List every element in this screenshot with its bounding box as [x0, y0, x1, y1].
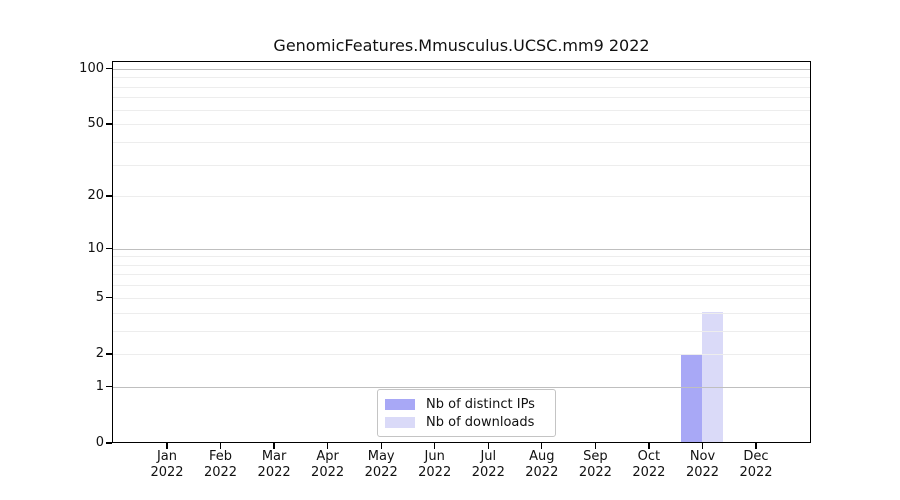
x-tick-mark-jun-2022	[434, 443, 436, 449]
y-tick-mark-100	[105, 68, 112, 70]
gridline-y-60	[112, 109, 811, 111]
y-tick-mark-2	[105, 353, 112, 355]
legend-item-distinct-ips: Nb of distinct IPs	[378, 395, 555, 413]
gridline-y-2	[112, 353, 811, 355]
gridline-y-10	[112, 248, 811, 250]
x-tick-mark-jan-2022	[166, 443, 168, 449]
gridline-y-5	[112, 297, 811, 299]
bar-nb-of-distinct-ips-nov-2022	[681, 353, 703, 443]
gridline-y-20	[112, 196, 811, 198]
gridline-y-80	[112, 86, 811, 88]
x-tick-label-may-2022: May 2022	[364, 449, 398, 480]
gridline-y-40	[112, 141, 811, 143]
legend-label-distinct-ips: Nb of distinct IPs	[426, 396, 535, 412]
gridline-y-70	[112, 97, 811, 99]
gridline-y-100	[112, 68, 811, 70]
gridline-y-90	[112, 77, 811, 79]
gridline-y-9	[112, 256, 811, 258]
x-tick-label-aug-2022: Aug 2022	[525, 449, 559, 480]
y-tick-label-20: 20	[87, 188, 104, 204]
y-tick-mark-5	[105, 297, 112, 299]
x-tick-mark-nov-2022	[701, 443, 704, 449]
x-tick-mark-jul-2022	[487, 443, 489, 449]
plot-area	[112, 61, 811, 443]
x-tick-label-nov-2022: Nov 2022	[685, 449, 720, 480]
legend-label-downloads: Nb of downloads	[426, 414, 535, 430]
gridline-y-50	[112, 124, 811, 126]
y-tick-label-2: 2	[95, 345, 104, 361]
gridline-y-8	[112, 264, 811, 266]
y-tick-label-100: 100	[79, 60, 104, 76]
y-tick-label-10: 10	[87, 240, 104, 256]
x-tick-label-mar-2022: Mar 2022	[257, 449, 291, 480]
y-tick-mark-20	[105, 195, 112, 197]
x-tick-mark-apr-2022	[326, 443, 329, 449]
x-tick-label-sep-2022: Sep 2022	[578, 449, 612, 480]
y-tick-label-5: 5	[95, 289, 104, 305]
y-tick-mark-1	[105, 386, 112, 388]
gridline-y-7	[112, 274, 811, 276]
x-tick-mark-aug-2022	[541, 443, 543, 449]
x-tick-mark-sep-2022	[594, 443, 597, 449]
gridline-y-3	[112, 330, 811, 332]
gridline-y-30	[112, 164, 811, 166]
x-tick-label-feb-2022: Feb 2022	[203, 449, 238, 480]
x-tick-mark-feb-2022	[219, 443, 222, 449]
legend-swatch-distinct-ips	[385, 398, 415, 410]
grid-layer	[112, 61, 811, 443]
x-tick-mark-dec-2022	[755, 443, 757, 449]
y-tick-mark-10	[105, 247, 112, 250]
x-tick-label-dec-2022: Dec 2022	[739, 449, 773, 480]
x-tick-label-oct-2022: Oct 2022	[632, 449, 666, 480]
x-tick-label-jul-2022: Jul 2022	[471, 449, 505, 480]
bar-nb-of-downloads-nov-2022	[702, 312, 724, 443]
legend-swatch-downloads	[385, 416, 415, 428]
gridline-y-4	[112, 312, 811, 314]
x-tick-label-apr-2022: Apr 2022	[311, 449, 345, 480]
x-tick-label-jan-2022: Jan 2022	[150, 449, 184, 480]
x-tick-mark-mar-2022	[273, 443, 275, 449]
y-tick-mark-0	[105, 442, 112, 444]
x-tick-mark-oct-2022	[648, 443, 650, 449]
chart-title: GenomicFeatures.Mmusculus.UCSC.mm9 2022	[273, 36, 650, 55]
y-tick-label-50: 50	[87, 116, 104, 132]
legend: Nb of distinct IPs Nb of downloads	[377, 389, 556, 437]
x-tick-mark-may-2022	[380, 443, 382, 449]
y-tick-label-0: 0	[95, 435, 104, 450]
gridline-y-6	[112, 285, 811, 287]
y-tick-label-1: 1	[95, 378, 104, 394]
x-tick-label-jun-2022: Jun 2022	[418, 449, 452, 480]
legend-item-downloads: Nb of downloads	[378, 413, 555, 431]
bars-layer	[112, 61, 811, 443]
gridline-y-1	[112, 386, 811, 388]
y-tick-mark-50	[105, 123, 112, 125]
